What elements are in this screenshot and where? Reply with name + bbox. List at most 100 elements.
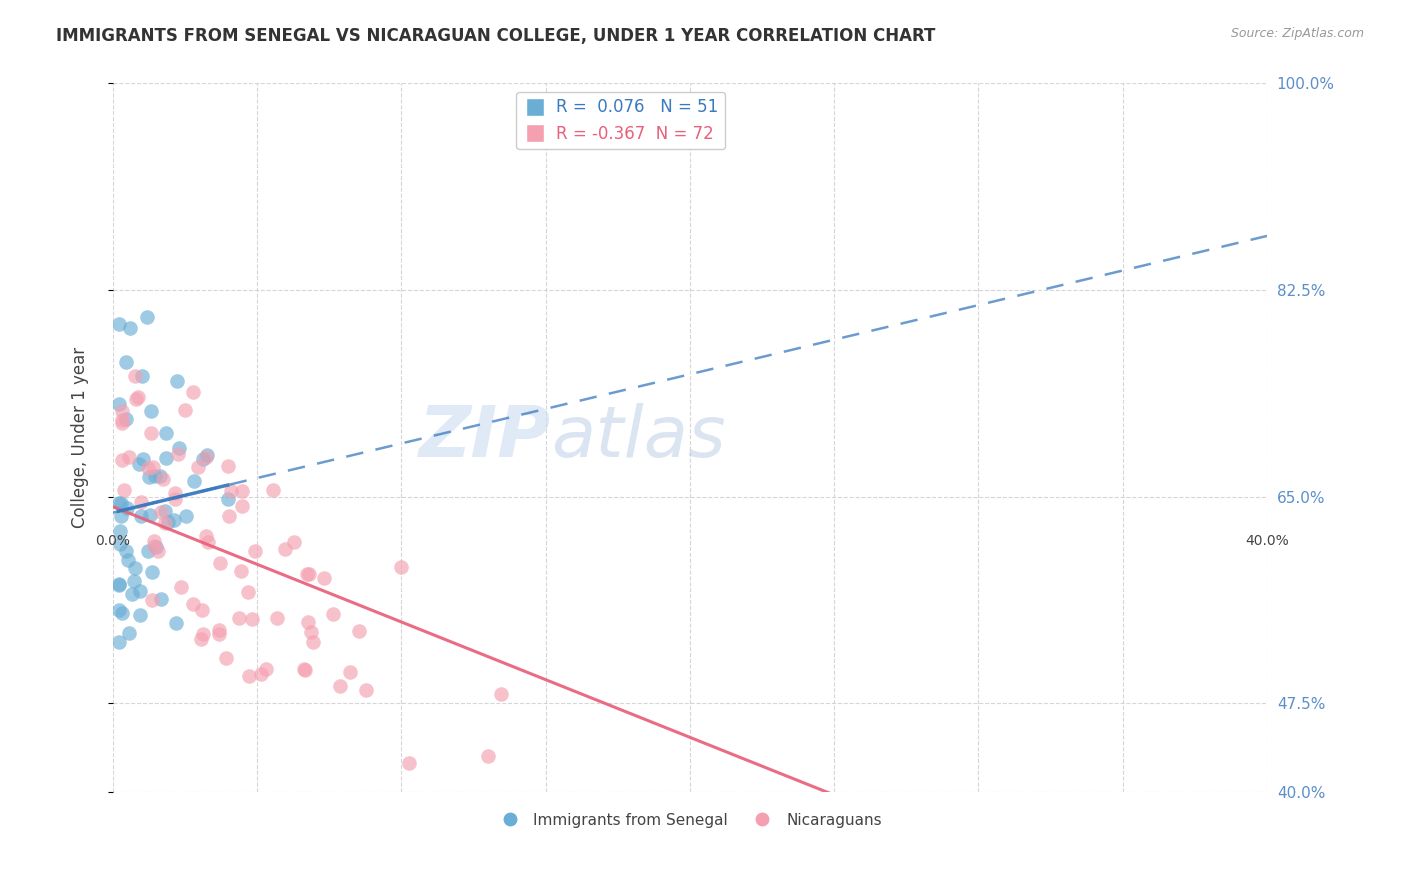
Point <box>191 451 214 466</box>
Point <box>107 577 129 591</box>
Point <box>195 448 218 462</box>
Point <box>107 602 129 616</box>
Point <box>114 412 136 426</box>
Point <box>117 500 139 515</box>
Point <box>118 450 141 465</box>
Point <box>183 474 205 488</box>
Point <box>141 592 163 607</box>
Point <box>139 404 162 418</box>
Point <box>149 469 172 483</box>
Point <box>163 491 186 506</box>
Point <box>292 662 315 676</box>
Point <box>138 544 160 558</box>
Point <box>165 616 187 631</box>
Point <box>143 533 166 548</box>
Point <box>150 505 173 519</box>
Text: IMMIGRANTS FROM SENEGAL VS NICARAGUAN COLLEGE, UNDER 1 YEAR CORRELATION CHART: IMMIGRANTS FROM SENEGAL VS NICARAGUAN CO… <box>56 27 935 45</box>
Point <box>295 567 318 582</box>
Point <box>217 491 239 506</box>
Point <box>231 483 253 498</box>
Point <box>208 627 231 641</box>
Text: Source: ZipAtlas.com: Source: ZipAtlas.com <box>1230 27 1364 40</box>
Point <box>155 425 177 440</box>
Point <box>217 458 239 473</box>
Text: 0.0%: 0.0% <box>96 533 131 548</box>
Point <box>283 534 305 549</box>
Point <box>142 539 165 553</box>
Point <box>128 457 150 471</box>
Point <box>127 390 149 404</box>
Point <box>129 508 152 523</box>
Point <box>129 494 152 508</box>
Point <box>299 625 322 640</box>
Point <box>349 624 371 639</box>
Point <box>120 320 142 334</box>
Point <box>128 607 150 622</box>
Point <box>153 516 176 531</box>
Point <box>491 687 513 701</box>
Point <box>314 571 336 585</box>
Point <box>117 553 139 567</box>
Point <box>110 453 132 467</box>
Point <box>389 560 412 574</box>
Point <box>262 483 284 497</box>
Point <box>108 537 131 551</box>
Point <box>141 565 163 579</box>
Point <box>155 451 177 466</box>
Point <box>197 535 219 549</box>
Point <box>194 450 217 464</box>
Point <box>208 624 231 638</box>
Point <box>124 561 146 575</box>
Point <box>228 611 250 625</box>
Point <box>163 513 186 527</box>
Point <box>124 369 146 384</box>
Point <box>146 544 169 558</box>
Point <box>167 447 190 461</box>
Point <box>142 459 165 474</box>
Point <box>297 615 319 629</box>
Point <box>108 524 131 538</box>
Point <box>121 587 143 601</box>
Point <box>187 459 209 474</box>
Point <box>167 441 190 455</box>
Text: ZIP: ZIP <box>419 403 551 472</box>
Point <box>238 668 260 682</box>
Point <box>229 564 252 578</box>
Point <box>173 402 195 417</box>
Point <box>190 632 212 646</box>
Point <box>254 662 277 676</box>
Point <box>274 541 297 556</box>
Point <box>125 392 148 406</box>
Point <box>107 578 129 592</box>
Point <box>181 384 204 399</box>
Point <box>107 634 129 648</box>
Point <box>208 557 231 571</box>
Point <box>231 500 253 514</box>
Point <box>110 509 132 524</box>
Point <box>157 516 180 530</box>
Point <box>110 496 132 510</box>
Point <box>107 397 129 411</box>
Point <box>195 529 218 543</box>
Point <box>322 607 344 621</box>
Point <box>174 508 197 523</box>
Point <box>477 748 499 763</box>
Point <box>166 374 188 388</box>
Point <box>145 540 167 554</box>
Point <box>139 508 162 523</box>
Point <box>170 580 193 594</box>
Point <box>138 460 160 475</box>
Point <box>193 626 215 640</box>
Point <box>153 503 176 517</box>
Point <box>136 310 159 324</box>
Point <box>112 483 135 497</box>
Point <box>240 612 263 626</box>
Point <box>266 611 288 625</box>
Point <box>131 368 153 383</box>
Point <box>138 470 160 484</box>
Point <box>128 584 150 599</box>
Point <box>107 317 129 331</box>
Point <box>294 663 316 677</box>
Point <box>110 417 132 431</box>
Point <box>163 486 186 500</box>
